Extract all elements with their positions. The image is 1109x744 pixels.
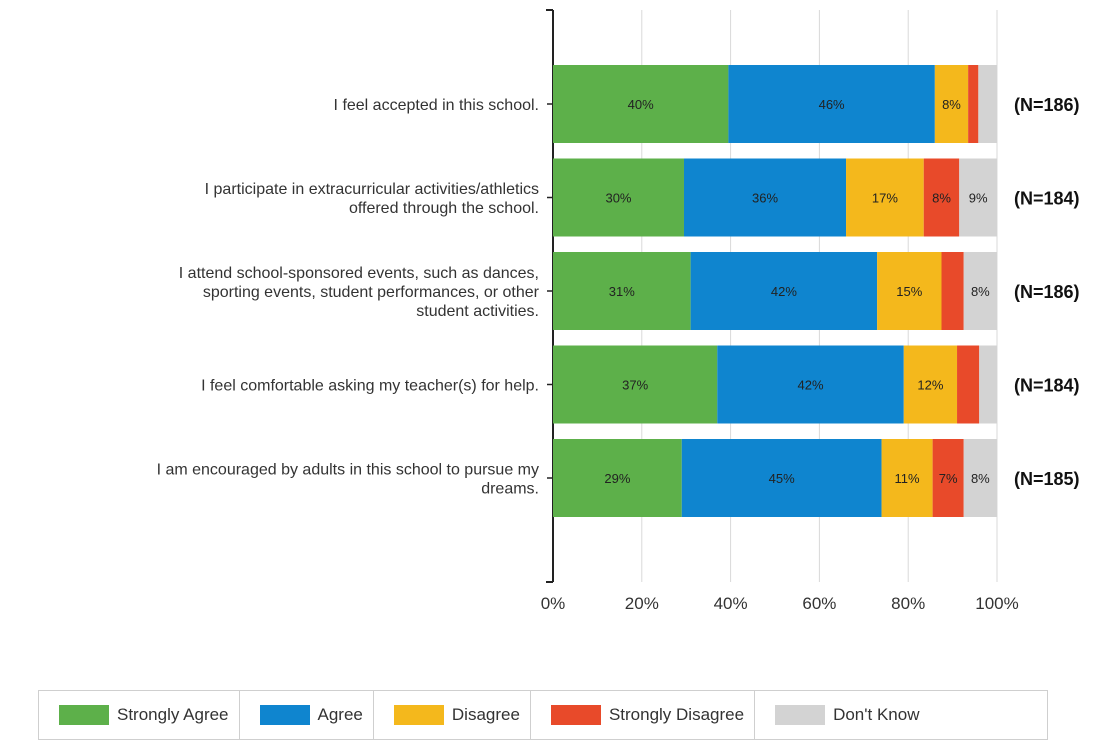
category-label: I attend school-sponsored events, such a… — [179, 265, 539, 282]
data-label: 40% — [628, 97, 654, 112]
bar-segment — [903, 345, 958, 424]
data-label: 42% — [798, 378, 824, 393]
bar-segment — [979, 345, 997, 424]
n-label: (N=184) — [1014, 376, 1080, 396]
bar-segment — [681, 439, 882, 517]
bar-segment — [553, 345, 718, 424]
bar-segment — [978, 65, 997, 143]
bar-segment — [959, 158, 997, 237]
data-label: 42% — [771, 284, 797, 299]
legend-swatch — [59, 705, 109, 725]
x-tick-label: 40% — [714, 594, 748, 613]
legend-label: Strongly Disagree — [608, 705, 745, 724]
data-label: 46% — [819, 97, 845, 112]
legend-swatch — [259, 705, 310, 725]
data-label: 8% — [942, 97, 961, 112]
bar-segment — [934, 65, 969, 143]
category-label: I participate in extracurricular activit… — [205, 181, 539, 198]
stacked-bar-chart: 40% 46% 8% I feel accepted in this school. (… — [157, 9, 1080, 613]
n-label: (N=186) — [1014, 282, 1080, 302]
legend-item: Strongly Disagree — [531, 691, 756, 739]
legend-swatch — [550, 705, 601, 725]
data-label: 17% — [872, 191, 898, 206]
bar-segment — [923, 158, 960, 237]
data-label: 31% — [609, 284, 635, 299]
legend: Strongly Agree Agree Disagree Strongly Disa… — [38, 690, 1048, 740]
data-label: 11% — [895, 471, 920, 486]
bar-segment — [553, 158, 684, 237]
x-tick-label: 0% — [541, 594, 566, 613]
bar-segment — [932, 439, 964, 517]
bar-segment — [846, 158, 924, 237]
data-label: 37% — [622, 378, 648, 393]
x-tick-label: 20% — [625, 594, 659, 613]
data-label: 9% — [969, 191, 988, 206]
legend-label: Disagree — [451, 705, 520, 724]
bar-segment — [957, 345, 980, 424]
bar-segment — [553, 65, 729, 143]
category-label: I feel accepted in this school. — [334, 97, 539, 114]
data-label: 30% — [605, 191, 631, 206]
data-label: 8% — [932, 191, 951, 206]
data-label: 45% — [769, 471, 795, 486]
legend-item: Agree — [240, 691, 374, 739]
bar-segment — [968, 65, 979, 143]
bar-segment — [941, 252, 964, 330]
bar-segment — [717, 345, 904, 424]
data-label: 36% — [752, 191, 778, 206]
data-label: 29% — [604, 471, 630, 486]
category-label: dreams. — [481, 481, 539, 498]
bar-segment — [963, 439, 997, 517]
bar-segment — [690, 252, 878, 330]
category-label: I am encouraged by adults in this school… — [157, 462, 539, 479]
bar-segment — [553, 439, 682, 517]
data-label: 8% — [971, 284, 990, 299]
category-label: offered through the school. — [349, 200, 539, 217]
n-label: (N=186) — [1014, 95, 1080, 115]
n-label: (N=184) — [1014, 189, 1080, 209]
x-tick-label: 60% — [802, 594, 836, 613]
legend-item: Disagree — [374, 691, 531, 739]
bar-segment — [683, 158, 847, 237]
data-label: 8% — [971, 471, 990, 486]
data-label: 12% — [917, 378, 943, 393]
x-tick-label: 100% — [975, 594, 1018, 613]
bar-segment — [881, 439, 933, 517]
category-label: student activities. — [416, 303, 539, 320]
bar-segment — [877, 252, 942, 330]
data-label: 7% — [939, 471, 958, 486]
bar-segment — [728, 65, 935, 143]
x-tick-label: 80% — [891, 594, 925, 613]
category-label: I feel comfortable asking my teacher(s) … — [201, 378, 539, 395]
legend-swatch — [393, 705, 444, 725]
bar-segment — [963, 252, 997, 330]
legend-item: Don't Know — [755, 691, 1047, 739]
data-label: 15% — [896, 284, 922, 299]
bar-segment — [553, 252, 691, 330]
category-label: sporting events, student performances, o… — [203, 284, 540, 301]
legend-label: Strongly Agree — [117, 705, 229, 724]
legend-label: Don't Know — [833, 705, 920, 724]
n-label: (N=185) — [1014, 469, 1080, 489]
legend-label: Agree — [317, 705, 363, 724]
legend-swatch — [775, 705, 826, 725]
legend-item: Strongly Agree — [39, 691, 240, 739]
